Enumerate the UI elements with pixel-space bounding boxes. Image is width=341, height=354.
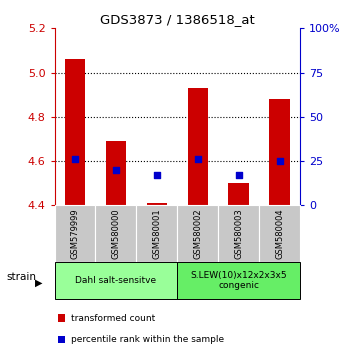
Point — [277, 158, 282, 164]
Text: strain: strain — [7, 272, 37, 282]
Text: GSM580004: GSM580004 — [275, 208, 284, 259]
Text: Dahl salt-sensitve: Dahl salt-sensitve — [75, 276, 157, 285]
Title: GDS3873 / 1386518_at: GDS3873 / 1386518_at — [100, 13, 255, 26]
Text: percentile rank within the sample: percentile rank within the sample — [71, 335, 224, 344]
Bar — [65, 59, 85, 205]
Text: S.LEW(10)x12x2x3x5
congenic: S.LEW(10)x12x2x3x5 congenic — [190, 271, 287, 290]
Text: GSM580002: GSM580002 — [193, 208, 202, 259]
Text: GSM580003: GSM580003 — [234, 208, 243, 259]
Text: GSM580000: GSM580000 — [112, 208, 120, 259]
Text: GSM579999: GSM579999 — [71, 208, 79, 259]
Point — [113, 167, 119, 173]
Text: ▶: ▶ — [35, 277, 43, 287]
Point — [154, 172, 160, 178]
Point — [195, 156, 201, 162]
Bar — [188, 88, 208, 205]
Bar — [228, 183, 249, 205]
Bar — [106, 141, 126, 205]
Bar — [269, 99, 290, 205]
Point — [236, 172, 241, 178]
Text: GSM580001: GSM580001 — [152, 208, 161, 259]
Bar — [147, 203, 167, 205]
Text: transformed count: transformed count — [71, 314, 155, 323]
Point — [72, 156, 78, 162]
